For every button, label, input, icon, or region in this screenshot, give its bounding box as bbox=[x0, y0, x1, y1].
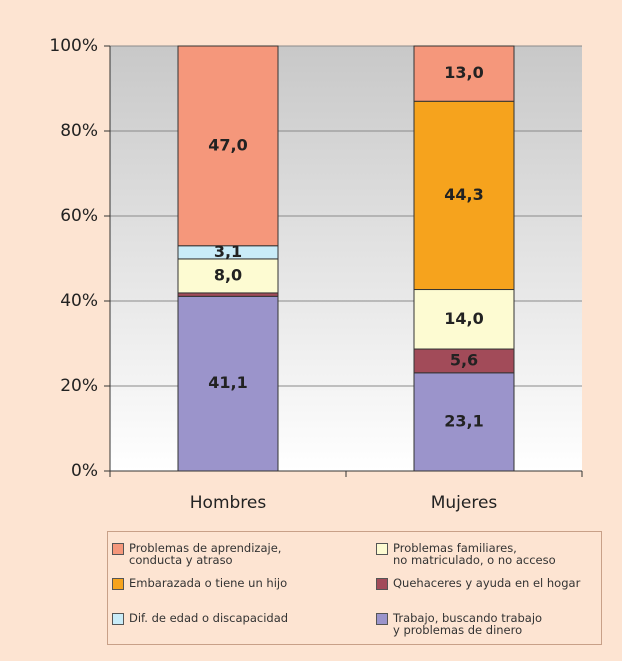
data-label: 41,1 bbox=[208, 373, 247, 392]
legend-label: Trabajo, buscando trabajo y problemas de… bbox=[393, 611, 543, 637]
legend-label: Problemas familiares, no matriculado, o … bbox=[393, 541, 556, 567]
data-label: 3,1 bbox=[214, 242, 242, 261]
data-label: 23,1 bbox=[444, 411, 483, 430]
legend-swatch bbox=[376, 578, 388, 590]
bar-segment bbox=[177, 258, 279, 294]
x-tick-label: Mujeres bbox=[431, 493, 498, 513]
legend-item: Dif. de edad o discapacidad bbox=[112, 612, 288, 625]
y-tick-label: 20% bbox=[60, 376, 98, 396]
bar-segment bbox=[413, 372, 515, 472]
legend-label: Quehaceres y ayuda en el hogar bbox=[393, 576, 581, 590]
bar-segment bbox=[413, 45, 515, 102]
legend-swatch bbox=[112, 613, 124, 625]
legend-label: Problemas de aprendizaje, conducta y atr… bbox=[129, 541, 282, 567]
legend-item: Quehaceres y ayuda en el hogar bbox=[376, 577, 580, 590]
data-label: 13,0 bbox=[444, 63, 483, 82]
y-tick-label: 80% bbox=[60, 121, 98, 141]
data-label: 14,0 bbox=[444, 309, 483, 328]
legend-item: Problemas de aprendizaje, conducta y atr… bbox=[112, 542, 281, 566]
bar-segment bbox=[177, 45, 279, 247]
legend-swatch bbox=[112, 543, 124, 555]
y-tick-label: 60% bbox=[60, 206, 98, 226]
bar-segment bbox=[177, 292, 279, 297]
legend-label: Dif. de edad o discapacidad bbox=[129, 611, 289, 625]
data-label: 5,6 bbox=[450, 350, 478, 369]
data-label: 8,0 bbox=[214, 265, 242, 284]
legend-item: Embarazada o tiene un hijo bbox=[112, 577, 287, 590]
y-tick-label: 100% bbox=[49, 36, 98, 56]
legend-swatch bbox=[376, 613, 388, 625]
bar-segment bbox=[413, 100, 515, 291]
data-label: 47,0 bbox=[208, 135, 247, 154]
legend-swatch bbox=[376, 543, 388, 555]
bar-segment bbox=[413, 289, 515, 350]
bar-segment bbox=[177, 295, 279, 472]
x-tick-label: Hombres bbox=[190, 493, 267, 513]
legend: Trabajo, buscando trabajo y problemas de… bbox=[107, 531, 602, 645]
y-tick-label: 0% bbox=[71, 461, 98, 481]
y-tick-label: 40% bbox=[60, 291, 98, 311]
legend-label: Embarazada o tiene un hijo bbox=[129, 576, 288, 590]
legend-item: Trabajo, buscando trabajo y problemas de… bbox=[376, 612, 542, 636]
legend-swatch bbox=[112, 578, 124, 590]
legend-item: Problemas familiares, no matriculado, o … bbox=[376, 542, 556, 566]
data-label: 44,3 bbox=[444, 185, 483, 204]
